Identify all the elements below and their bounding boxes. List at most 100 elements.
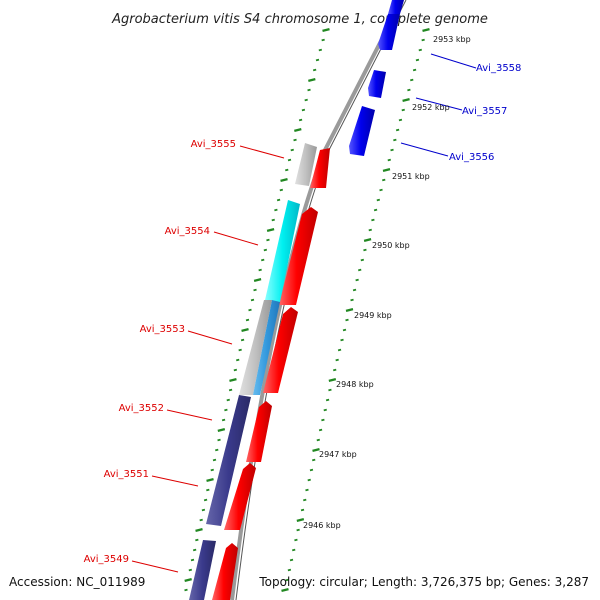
inner-ring-tick [298,118,303,122]
outer-ring-tick [342,328,347,332]
outer-ring-tick [305,488,309,492]
inner-ring-tick [293,138,297,142]
gene-avi-3558[interactable] [378,14,400,50]
inner-ring-tick [263,248,268,252]
outer-ring-tick [345,318,349,322]
inner-ring-tick [280,178,288,182]
inner-ring-tick [240,338,245,342]
inner-ring-tick [274,208,278,212]
inner-ring-tick [250,298,255,302]
gene-avi-3556[interactable] [349,106,375,156]
inner-ring-tick [321,38,325,42]
gene-label-avi-3554[interactable]: Avi_3554 [165,226,210,237]
map-title: Agrobacterium vitis S4 chromosome 1, com… [111,12,488,27]
inner-tick-ring [184,28,330,592]
outer-ring-tick [355,278,359,282]
outer-ring-tick [345,308,354,312]
scale-label-2948: 2948 kbp [336,380,374,389]
outer-ring-tick [285,578,289,582]
gene-avi-3557[interactable] [368,70,386,98]
gene-label-avi-3551[interactable]: Avi_3551 [104,469,149,480]
outer-ring-tick [387,158,391,162]
accession-text: Accession: NC_011989 [9,575,145,589]
outer-ring-tick [328,378,337,382]
gene-red-1[interactable] [310,148,330,188]
inner-ring-tick [266,238,270,242]
inner-ring-tick [312,68,317,72]
inner-ring-tick [201,508,206,512]
outer-ring-tick [421,38,425,42]
gene-avi-3553-b[interactable] [253,300,280,395]
inner-ring-tick [238,348,242,352]
inner-ring-tick [226,398,230,402]
inner-ring-tick [307,88,311,92]
inner-ring-tick [224,408,228,412]
gene-label-avi-3555[interactable]: Avi_3555 [191,139,236,150]
inner-ring-tick [248,308,252,312]
outer-ring-tick [363,248,367,252]
scale-label-2952: 2952 kbp [412,103,450,112]
outer-ring-tick [401,108,405,112]
inner-ring-tick [192,548,197,552]
gene-label-avi-3552[interactable]: Avi_3552 [119,403,164,414]
gene-label-avi-3558[interactable]: Avi_3558 [476,63,521,74]
inner-ring-tick [241,328,249,332]
outer-ring-tick [350,298,354,302]
gene-red-3[interactable] [263,307,298,393]
inner-ring-tick [287,158,292,162]
gene-avi-3549[interactable] [189,540,216,600]
outer-ring-tick [415,58,420,62]
outer-ring-tick [410,78,414,82]
inner-ring-tick [228,388,233,392]
reverse-leaders [131,145,285,573]
reverse-gene-labels: Avi_3555 Avi_3554 Avi_3553 Avi_3552 Avi_… [84,139,236,565]
gene-label-avi-3553[interactable]: Avi_3553 [140,324,185,335]
gene-avi-3552[interactable] [206,395,251,526]
inner-ring-tick [203,498,208,502]
outer-ring-tick [307,478,311,482]
outer-ring-tick [294,538,298,542]
inner-ring-tick [253,278,262,282]
gene-red-4[interactable] [246,401,272,462]
outer-ring-tick [363,238,372,242]
outer-ring-tick [373,208,378,212]
inner-ring-tick [315,58,320,62]
outer-ring-tick [402,98,410,102]
inner-ring-tick [285,168,289,172]
gene-label-avi-3549[interactable]: Avi_3549 [84,554,129,565]
inner-ring-tick [266,228,275,232]
scale-labels: 2953 kbp 2952 kbp 2951 kbp 2950 kbp 2949… [303,35,471,530]
inner-ring-tick [184,578,192,582]
gene-red-6[interactable] [212,543,238,600]
outer-ring-tick [281,588,289,592]
inner-ring-tick [210,468,214,472]
gene-avi-3555[interactable] [295,143,317,186]
gene-avi-3554[interactable] [265,200,300,302]
gene-label-avi-3556[interactable]: Avi_3556 [449,152,494,163]
scale-label-2946: 2946 kbp [303,521,341,530]
inner-ring-tick [294,128,302,132]
outer-ring-tick [379,188,383,192]
scale-label-2947: 2947 kbp [319,450,357,459]
inner-ring-tick [304,98,308,102]
gene-avi-3558-top[interactable] [388,0,404,14]
scale-label-2953: 2953 kbp [433,35,471,44]
inner-ring-tick [322,28,330,32]
inner-ring-tick [206,488,210,492]
outer-ring-tick [382,178,386,182]
scale-label-2950: 2950 kbp [372,241,410,250]
inner-ring-tick [206,478,214,482]
outer-ring-tick [337,348,342,352]
gene-red-5[interactable] [224,463,256,530]
gene-red-2[interactable] [279,207,318,305]
inner-ring-tick [271,218,275,222]
outer-ring-tick [398,118,403,122]
inner-ring-tick [318,48,323,52]
inner-ring-tick [229,378,237,382]
topology-text: Topology: circular; Length: 3,726,375 bp… [258,575,589,589]
gene-label-avi-3557[interactable]: Avi_3557 [462,106,507,117]
inner-ring-tick [212,458,217,462]
gene-avi-3553-a[interactable] [239,300,272,395]
outer-ring-tick [390,148,394,152]
inner-ring-tick [301,108,306,112]
